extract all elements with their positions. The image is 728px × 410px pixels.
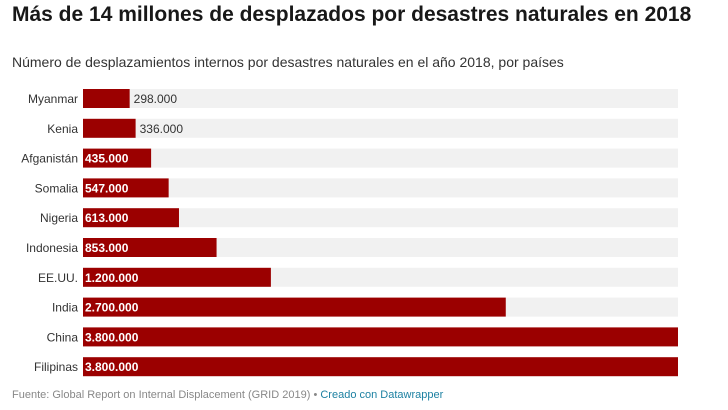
bar (83, 357, 678, 377)
value-label: 853.000 (85, 241, 129, 255)
footer: Fuente: Global Report on Internal Displa… (12, 389, 443, 401)
bar-row: Myanmar 298.000 (28, 89, 678, 108)
bar-track (83, 89, 678, 108)
value-label: 435.000 (85, 152, 129, 166)
bar (83, 267, 271, 287)
bar (83, 118, 136, 138)
bar (83, 327, 678, 347)
bar (83, 148, 152, 168)
bar-track (83, 208, 678, 228)
value-label: 3.800.000 (85, 330, 139, 344)
bar-row: Indonesia 853.000 (26, 238, 678, 257)
category-label: Afganistán (21, 152, 78, 166)
value-label: 298.000 (134, 92, 178, 106)
value-label: 336.000 (140, 122, 184, 136)
category-label: India (52, 301, 78, 315)
value-label: 2.700.000 (85, 301, 139, 315)
source-note: Fuente: Global Report on Internal Displa… (12, 389, 311, 401)
value-label: 1.200.000 (85, 271, 139, 285)
bar-row: India 2.700.000 (52, 297, 678, 317)
bar-row: Somalia 547.000 (35, 178, 678, 198)
bar-track (83, 118, 678, 138)
bar (83, 89, 130, 108)
category-label: Nigeria (40, 211, 78, 225)
footer-separator: • (313, 389, 318, 401)
bar-row: Filipinas 3.800.000 (34, 357, 678, 377)
bar-row: Afganistán 435.000 (21, 148, 678, 168)
category-label: Indonesia (26, 241, 78, 255)
chart-title: Más de 14 millones de desplazados por de… (12, 3, 692, 26)
bar-track (83, 178, 678, 198)
bar (83, 238, 217, 257)
category-label: Myanmar (28, 92, 78, 106)
value-label: 3.800.000 (85, 360, 139, 374)
category-label: Somalia (35, 181, 79, 195)
bar-chart: Myanmar 298.000 Kenia 336.000 Afganistán 435.… (21, 89, 678, 377)
value-label: 547.000 (85, 181, 129, 195)
value-label: 613.000 (85, 211, 129, 225)
bar-row: Nigeria 613.000 (40, 208, 678, 228)
category-label: China (47, 330, 79, 344)
bar-row: Kenia 336.000 (47, 118, 678, 138)
datawrapper-credit-link[interactable]: Creado con Datawrapper (320, 389, 444, 401)
bar (83, 208, 179, 228)
category-label: EE.UU. (38, 271, 78, 285)
bar-track (83, 238, 678, 257)
bar-row: EE.UU. 1.200.000 (38, 267, 678, 287)
category-label: Kenia (47, 122, 78, 136)
bar-row: China 3.800.000 (47, 327, 678, 347)
chart-subtitle: Número de desplazamientos internos por d… (12, 54, 564, 70)
bar-track (83, 148, 678, 168)
bar (83, 297, 506, 317)
bar (83, 178, 169, 198)
category-label: Filipinas (34, 360, 78, 374)
